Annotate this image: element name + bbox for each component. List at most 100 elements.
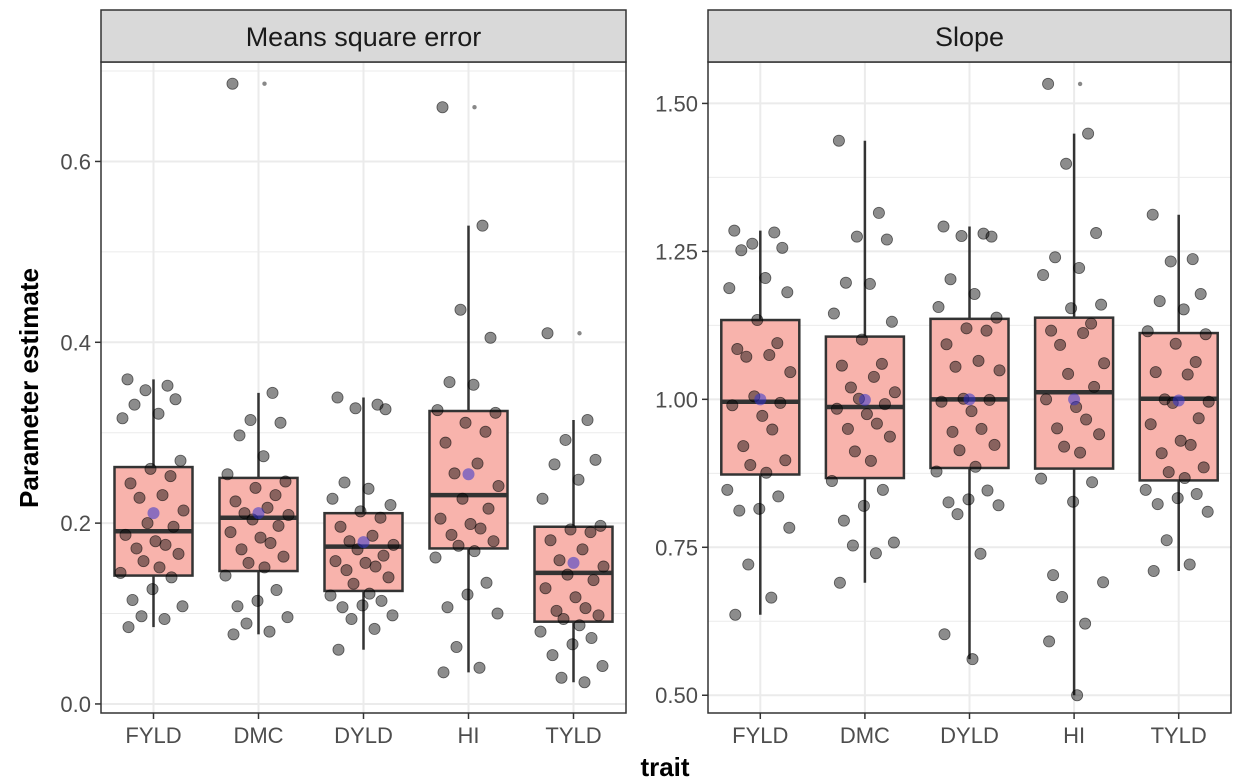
data-point — [544, 534, 557, 547]
data-point — [343, 535, 356, 548]
data-point — [158, 612, 171, 625]
data-point — [266, 386, 279, 399]
x-tick-label: FYLD — [732, 723, 788, 748]
data-point — [156, 489, 169, 502]
data-point — [572, 473, 585, 486]
data-point — [445, 528, 458, 541]
data-point — [345, 612, 358, 625]
data-point — [579, 602, 592, 615]
data-point — [746, 237, 759, 250]
data-point — [541, 327, 554, 340]
data-point — [1049, 251, 1062, 264]
x-axis-title: trait — [640, 752, 689, 782]
data-point — [231, 600, 244, 613]
data-point — [837, 514, 850, 527]
data-point — [242, 556, 255, 569]
data-point — [966, 653, 979, 666]
data-point — [258, 561, 271, 574]
data-point — [456, 492, 469, 505]
data-point — [832, 134, 845, 147]
data-point — [721, 483, 734, 496]
data-point — [729, 608, 742, 621]
data-point — [240, 617, 253, 630]
data-point — [1144, 418, 1157, 431]
data-point — [953, 444, 966, 457]
data-point — [585, 631, 598, 644]
data-point — [126, 593, 139, 606]
data-point — [949, 360, 962, 373]
data-point — [264, 537, 277, 550]
data-point — [1184, 438, 1197, 451]
data-point — [935, 395, 948, 408]
data-point — [1139, 483, 1152, 496]
data-point — [224, 526, 237, 539]
data-point — [1051, 422, 1064, 435]
data-point — [359, 556, 372, 569]
data-point — [347, 577, 360, 590]
data-point — [269, 489, 282, 502]
x-tick-label: TYLD — [545, 723, 601, 748]
data-point — [975, 422, 988, 435]
data-point — [362, 482, 375, 495]
data-point — [1183, 558, 1196, 571]
y-tick-label: 0.2 — [60, 511, 91, 536]
data-point — [1177, 303, 1190, 316]
data-point — [1035, 472, 1048, 485]
mean-point — [1172, 394, 1185, 407]
data-point — [932, 301, 945, 314]
data-point — [249, 481, 262, 494]
data-point — [437, 666, 450, 679]
facet-title: Slope — [935, 22, 1004, 52]
box-fyld — [113, 465, 194, 577]
data-point — [584, 526, 597, 539]
data-point — [550, 604, 563, 617]
data-point — [1088, 380, 1101, 393]
data-point — [263, 625, 276, 638]
data-point — [227, 628, 240, 641]
data-point — [1065, 302, 1078, 315]
data-point — [467, 378, 480, 391]
data-point — [779, 454, 792, 467]
data-point — [1194, 287, 1207, 300]
x-tick-label: HI — [1063, 723, 1085, 748]
data-point — [965, 405, 978, 418]
data-point — [827, 307, 840, 320]
data-point — [1155, 447, 1168, 460]
box-tyld — [1138, 331, 1219, 482]
data-point — [235, 543, 248, 556]
data-point — [277, 550, 290, 563]
data-point — [1080, 413, 1093, 426]
data-point — [581, 414, 594, 427]
data-point — [776, 241, 789, 254]
data-point — [1085, 317, 1098, 330]
data-point — [744, 459, 757, 472]
data-point — [174, 454, 187, 467]
data-point — [340, 564, 353, 577]
data-point — [452, 539, 465, 552]
facet-title: Means square error — [246, 22, 482, 52]
y-tick-label: 1.50 — [655, 91, 698, 116]
data-point — [387, 538, 400, 551]
mean-point — [567, 556, 580, 569]
data-point — [471, 457, 484, 470]
data-point — [366, 529, 379, 542]
data-point — [450, 640, 463, 653]
data-point — [870, 417, 883, 430]
data-point — [835, 359, 848, 372]
data-point — [1043, 635, 1056, 648]
data-point — [850, 230, 863, 243]
data-point — [279, 475, 292, 488]
data-point — [1073, 261, 1086, 274]
panel-slope: Slope 0.50 0.75 1.00 1.25 1.50 FYLD DMC DYLD HI TY… — [655, 9, 1232, 748]
data-point — [176, 600, 189, 613]
data-point — [1067, 495, 1080, 508]
data-point — [251, 594, 264, 607]
data-point — [1058, 440, 1071, 453]
data-point — [368, 622, 381, 635]
data-point — [974, 547, 987, 560]
x-tick-label: DMC — [233, 723, 283, 748]
data-point — [592, 609, 605, 622]
data-point — [229, 495, 242, 508]
data-point — [555, 671, 568, 684]
mean-point — [858, 393, 871, 406]
